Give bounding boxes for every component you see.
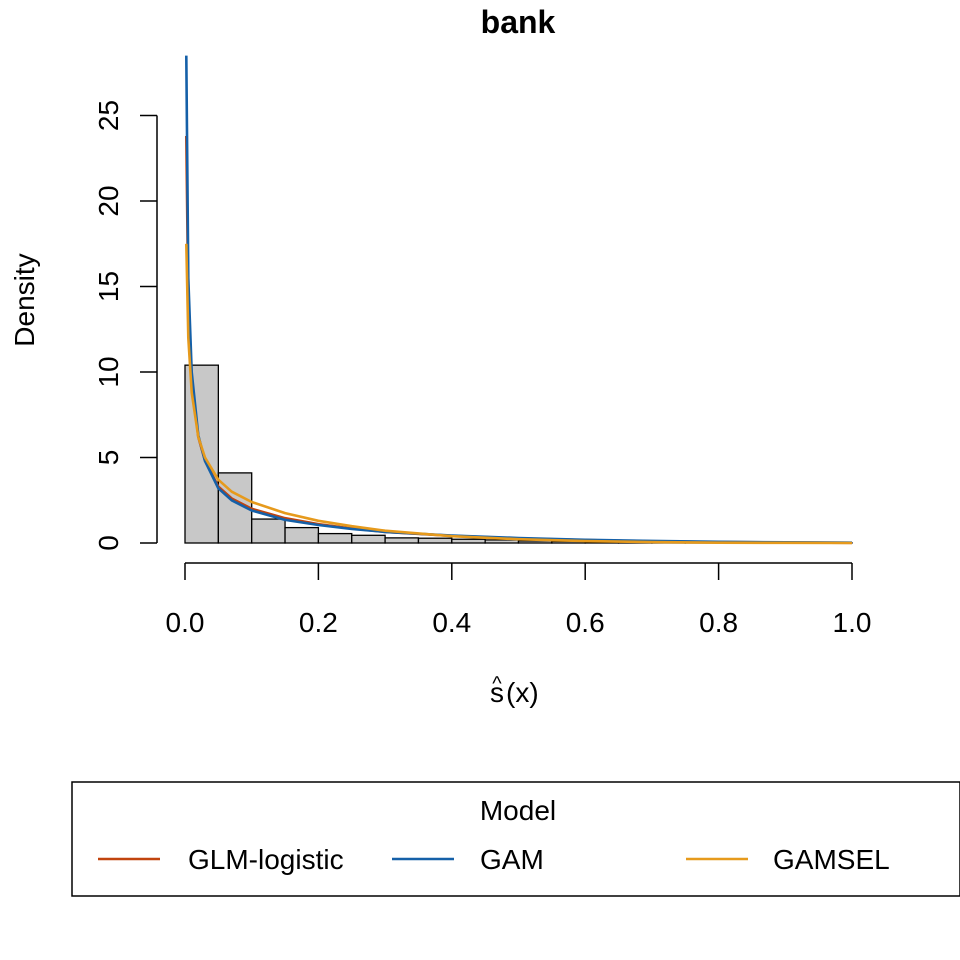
chart-title: bank [481,4,556,40]
density-line-gam [185,55,853,544]
legend-box [71,781,960,897]
histogram-bar-3 [284,526,320,544]
x-axis-label-base: s [490,677,504,708]
y-tick-label: 10 [93,356,124,387]
y-axis-label: Density [9,253,40,346]
y-axis: 0 5 10 15 20 25 [93,100,158,551]
histogram-bar-9 [484,539,520,544]
x-tick-label: 0.6 [566,607,605,638]
y-tick-label: 20 [93,185,124,216]
y-tick-label: 5 [93,450,124,466]
x-axis-label-hat: ^ [492,673,502,695]
histogram-bar-2 [251,518,286,544]
density-lines [185,55,853,545]
legend-label-gamsel: GAMSEL [773,844,890,875]
histogram-bar-8 [451,538,486,544]
density-line-gamsel [185,243,853,545]
legend: Model GLM-logistic GAM GAMSEL [71,781,960,897]
y-tick-label: 15 [93,271,124,302]
histogram-bar-4 [317,532,353,544]
x-axis-label: s ^ (x) [490,673,539,708]
x-tick-label: 0.4 [432,607,471,638]
histogram-bar-7 [417,537,453,544]
x-tick-label: 0.2 [299,607,338,638]
density-line-glm-logistic [185,135,853,545]
x-axis-label-rest: (x) [506,677,539,708]
legend-label-glm-logistic: GLM-logistic [188,844,344,875]
legend-label-gam: GAM [480,844,544,875]
x-axis: 0.0 0.2 0.4 0.6 0.8 1.0 [166,562,872,638]
legend-entries: GLM-logistic GAM GAMSEL [98,844,890,875]
legend-title: Model [480,795,556,826]
x-tick-label: 1.0 [833,607,872,638]
histogram [184,364,853,544]
histogram-bar-0 [184,364,219,544]
y-tick-label: 0 [93,535,124,551]
histogram-bar-5 [351,534,386,544]
x-tick-label: 0.8 [699,607,738,638]
histogram-bar-6 [384,537,420,544]
y-tick-label: 25 [93,100,124,131]
x-tick-label: 0.0 [166,607,205,638]
